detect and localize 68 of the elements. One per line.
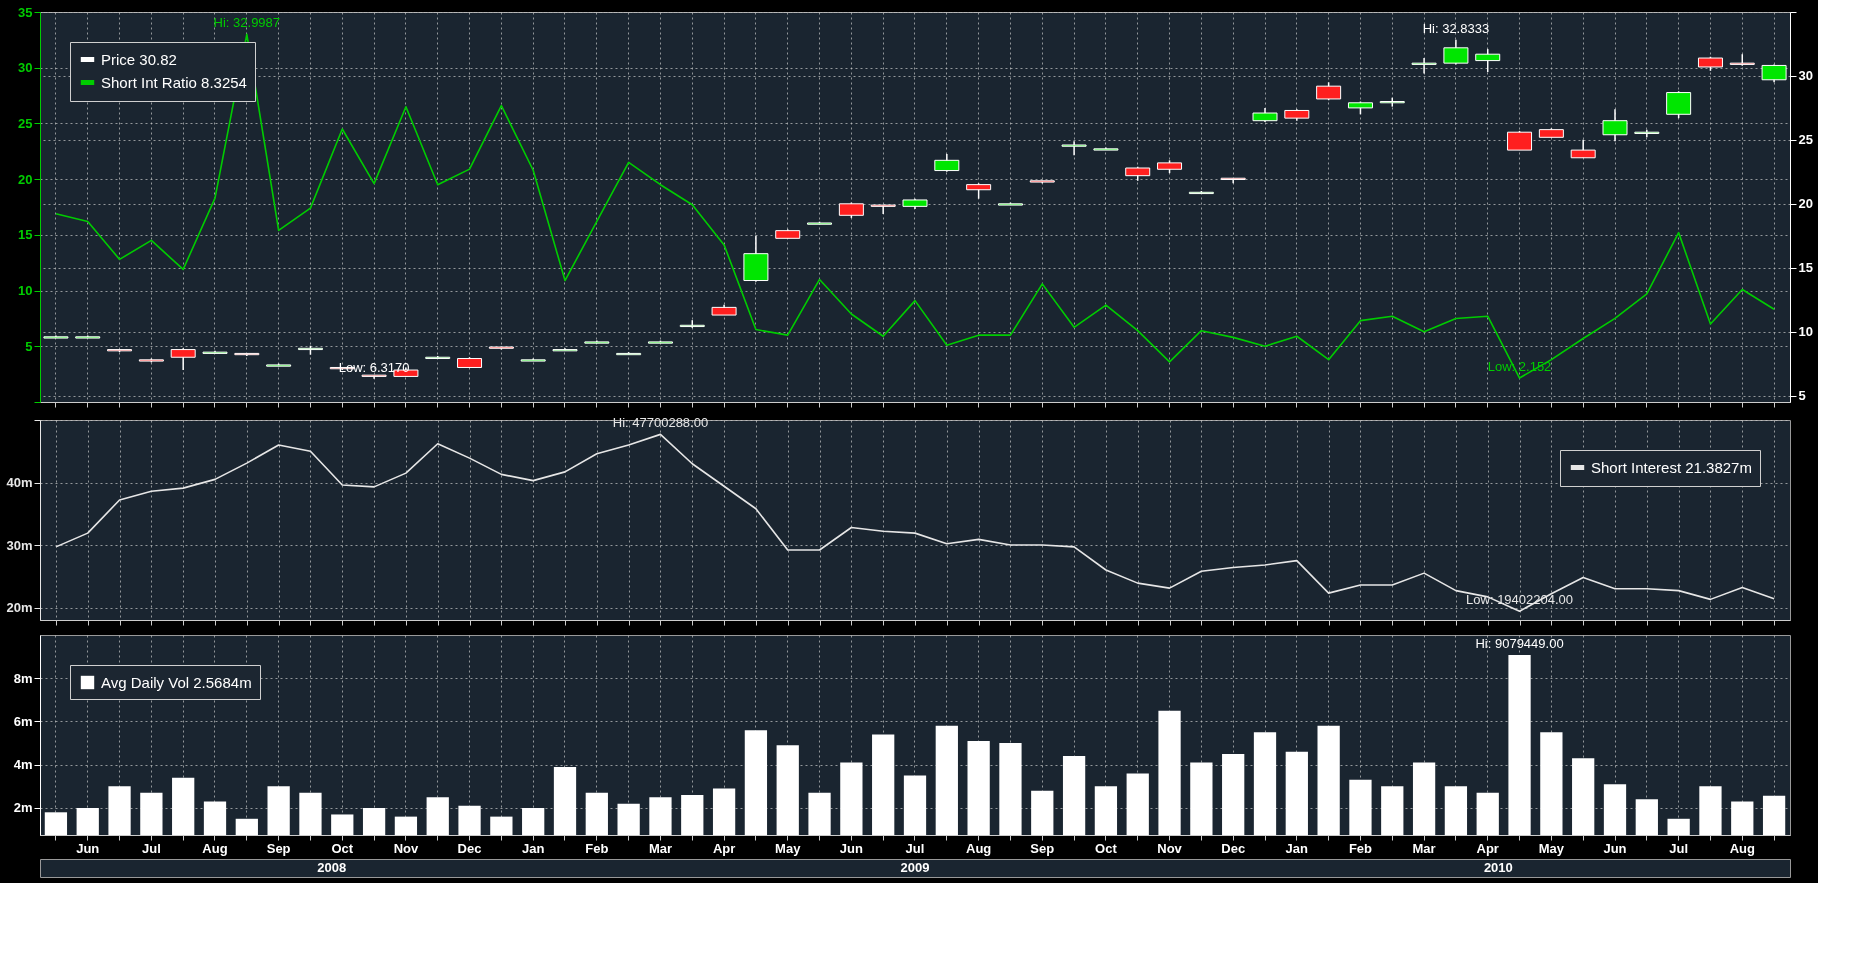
legend-label: Avg Daily Vol 2.5684m <box>101 673 252 691</box>
annotation: Hi: 32.8333 <box>1422 20 1490 36</box>
y-tick-label: 6m <box>13 713 33 729</box>
x-tick-label: Sep <box>266 840 291 856</box>
x-tick-label: Aug <box>202 840 228 856</box>
x-tick-label: Aug <box>1729 840 1755 856</box>
text: 2009 <box>900 860 930 875</box>
x-tick-label: Jan <box>521 840 545 856</box>
y2-tick-label: 20 <box>1798 196 1813 212</box>
x-tick-label: Feb <box>585 840 609 856</box>
y-tick-label: 2m <box>13 800 33 816</box>
annotation: Hi: 9079449.00 <box>1475 635 1564 651</box>
x-tick-label: Mar <box>648 840 673 856</box>
candlestick <box>1443 38 1469 66</box>
y-tick-label: 4m <box>13 757 33 773</box>
candlestick <box>1475 48 1501 73</box>
x-tick-label: Jul <box>1669 840 1689 856</box>
y2-tick-label: 10 <box>1798 324 1813 340</box>
x-tick-label: Dec <box>1221 840 1246 856</box>
x-tick-label: Aug <box>966 840 992 856</box>
x-tick-label: Jun <box>839 840 863 856</box>
x-tick-label: Jan <box>1285 840 1309 856</box>
x-tick-label: Apr <box>712 840 736 856</box>
x-tick-label: Oct <box>1095 840 1118 856</box>
x-tick-label: Jul <box>905 840 925 856</box>
candlestick <box>870 204 896 215</box>
line-series <box>55 433 1775 613</box>
y2-tick-label: 25 <box>1798 132 1813 148</box>
y2-tick-label: 15 <box>1798 260 1813 276</box>
y-tick-label: 30m <box>6 537 33 553</box>
candlestick <box>1507 130 1533 151</box>
y-tick-label: 20 <box>18 171 33 187</box>
x-tick-label: Oct <box>331 840 354 856</box>
y-tick-label: 10 <box>18 283 33 299</box>
x-tick-label: Dec <box>457 840 482 856</box>
y-tick-label: 5 <box>25 338 33 354</box>
candlestick <box>1411 57 1437 75</box>
annotation: Hi: 32.9987 <box>213 15 281 31</box>
y-tick-label: 20m <box>6 600 33 615</box>
y-tick-label: 35 <box>18 4 33 20</box>
legend-label: Short Interest 21.3827m <box>1591 458 1752 476</box>
y2-tick-label: 30 <box>1798 68 1813 84</box>
line-series <box>55 33 1775 379</box>
legend-label: Short Int Ratio 8.3254 <box>101 73 247 91</box>
x-tick-label: Nov <box>393 840 419 856</box>
candlestick <box>1666 90 1692 119</box>
legend-label: Price 30.82 <box>101 50 177 68</box>
x-tick-label: Apr <box>1476 840 1499 856</box>
candlestick <box>1602 108 1628 142</box>
text: 2008 <box>317 860 347 875</box>
y-tick-label: 25 <box>18 115 33 131</box>
x-tick-label: Mar <box>1412 840 1436 856</box>
candlestick <box>1061 140 1087 156</box>
x-tick-label: Nov <box>1157 840 1183 856</box>
y-tick-label: 15 <box>18 227 33 243</box>
x-tick-label: Feb <box>1348 840 1373 856</box>
y-tick-label: 30 <box>18 60 33 76</box>
y2-tick-label: 5 <box>1798 388 1806 404</box>
candlestick <box>170 347 196 371</box>
x-tick-label: May <box>1538 840 1565 856</box>
y-tick-label: 40m <box>6 475 33 490</box>
y-tick-label: 8m <box>13 670 33 686</box>
x-tick-label: Jun <box>76 840 100 856</box>
x-tick-label: May <box>775 840 802 856</box>
x-tick-label: Sep <box>1030 840 1055 856</box>
text: 2010 <box>1483 860 1513 875</box>
x-tick-label: Jul <box>141 840 161 856</box>
x-tick-label: Jun <box>1603 840 1627 856</box>
